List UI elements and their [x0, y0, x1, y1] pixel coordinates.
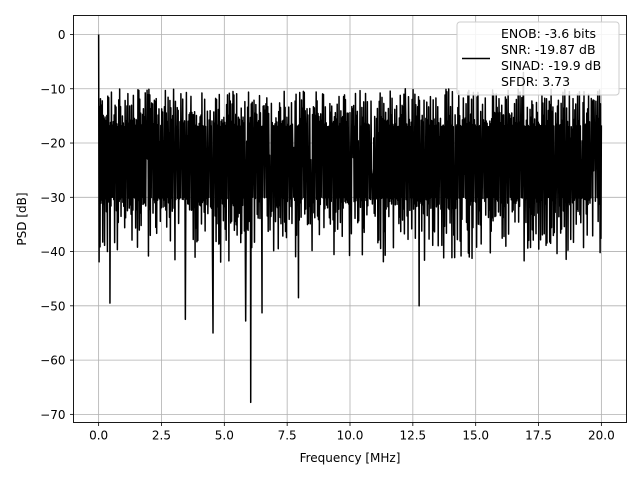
- x-tick-label: 2.5: [152, 429, 171, 443]
- legend-box: [456, 21, 620, 96]
- y-tick-label: −20: [40, 137, 65, 151]
- series-group: [97, 34, 603, 404]
- x-axis-label: Frequency [MHz]: [300, 451, 401, 465]
- x-tick-label: 7.5: [278, 429, 297, 443]
- y-tick-label: 0: [58, 28, 66, 42]
- y-tick-label: −60: [40, 354, 65, 368]
- y-tick-label: −50: [40, 299, 65, 313]
- x-axis: 0.0 2.5 5.0 7.5 10.0 12.5 15.0 17.5 20.0: [89, 422, 615, 443]
- x-tick-label: 12.5: [399, 429, 426, 443]
- x-tick-label: 20.0: [588, 429, 615, 443]
- legend-line-enob: ENOB: -3.6 bits: [501, 26, 596, 41]
- y-axis-label: PSD [dB]: [15, 192, 29, 245]
- legend: ENOB: -3.6 bits SNR: -19.87 dB SINAD: -1…: [456, 21, 620, 96]
- legend-line-sfdr: SFDR: 3.73: [501, 74, 570, 89]
- y-tick-label: −40: [40, 245, 65, 259]
- x-tick-label: 15.0: [462, 429, 489, 443]
- x-tick-label: 0.0: [89, 429, 108, 443]
- y-tick-label: −10: [40, 82, 65, 96]
- legend-line-snr: SNR: -19.87 dB: [501, 42, 596, 57]
- legend-line-sinad: SINAD: -19.9 dB: [501, 58, 601, 73]
- y-tick-label: −70: [40, 408, 65, 422]
- x-tick-label: 10.0: [337, 429, 364, 443]
- x-tick-label: 5.0: [215, 429, 234, 443]
- x-tick-label: 17.5: [525, 429, 552, 443]
- y-tick-label: −30: [40, 191, 65, 205]
- y-axis: 0 −10 −20 −30 −40 −50 −60 −70: [40, 28, 74, 422]
- psd-series-line: [97, 34, 603, 404]
